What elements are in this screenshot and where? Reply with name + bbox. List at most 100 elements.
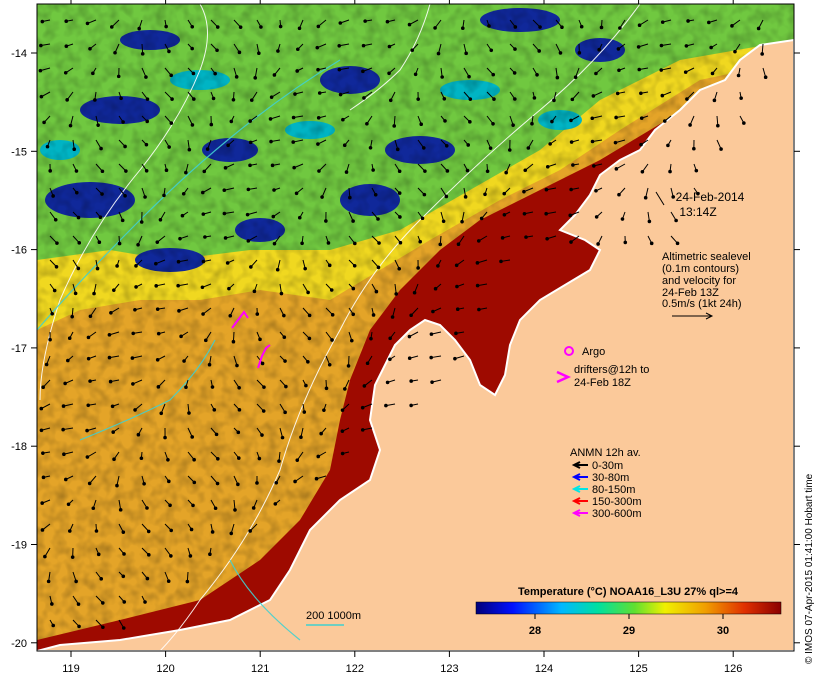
velocity-arrow-head [385, 19, 390, 24]
velocity-arrow-head [376, 265, 381, 270]
velocity-arrow-head [307, 336, 312, 341]
velocity-arrow-head [316, 67, 320, 72]
velocity-arrow-head [99, 577, 104, 581]
velocity-arrow-head [368, 145, 373, 150]
velocity-arrow-head [453, 356, 457, 361]
velocity-arrow-head [571, 163, 575, 167]
velocity-arrow-head [201, 212, 206, 216]
velocity-arrow-head [668, 169, 672, 174]
velocity-arrow-head [253, 76, 258, 80]
velocity-arrow-head [623, 240, 628, 245]
velocity-arrow-head [532, 96, 537, 100]
velocity-arrow-head [122, 552, 126, 556]
velocity-arrow-head [340, 451, 345, 456]
velocity-arrow-head [416, 97, 420, 101]
velocity-arrow-head [229, 119, 234, 124]
x-tick-label: 119 [62, 663, 80, 675]
velocity-arrow-head [39, 428, 44, 433]
y-tick-label: -20 [11, 638, 27, 650]
velocity-arrow-head [233, 508, 237, 512]
velocity-arrow-head [235, 363, 239, 368]
velocity-arrow-head [618, 26, 622, 30]
velocity-arrow-head [647, 219, 652, 224]
velocity-arrow-head [684, 44, 689, 48]
velocity-arrow-head [192, 457, 196, 462]
velocity-arrow-head [214, 432, 219, 437]
velocity-arrow-head [429, 332, 434, 336]
velocity-arrow-head [413, 72, 418, 77]
velocity-arrow-head [407, 22, 412, 27]
velocity-arrow-head [227, 286, 231, 291]
velocity-arrow-head [154, 261, 158, 266]
velocity-arrow-head [388, 357, 392, 362]
velocity-arrow-head [674, 218, 678, 223]
y-axis: -14 -15 -16 -17 -18 -19 -20 [11, 48, 800, 650]
velocity-arrow-head [483, 192, 487, 197]
velocity-arrow-head [167, 479, 171, 484]
velocity-arrow-head [526, 146, 531, 150]
velocity-arrow-head [213, 506, 218, 511]
velocity-arrow-head [507, 148, 512, 152]
velocity-arrow-head [272, 73, 277, 77]
velocity-arrow-head [39, 43, 43, 48]
velocity-arrow-head [548, 142, 552, 146]
velocity-arrow-head [410, 48, 415, 53]
velocity-arrow-head [340, 408, 345, 412]
velocity-arrow-head [85, 21, 90, 26]
velocity-arrow-head [742, 121, 746, 125]
y-tick-label: -17 [11, 343, 27, 355]
velocity-arrow-head [176, 259, 181, 264]
x-tick-label: 125 [629, 663, 647, 675]
velocity-arrow-head [499, 259, 503, 264]
velocity-arrow-head [317, 91, 322, 95]
altimetry-line-3: and velocity for [662, 275, 736, 287]
x-axis: 119 120 121 122 123 124 125 126 [62, 0, 742, 675]
velocity-arrow-head [537, 49, 541, 53]
velocity-arrow-head [643, 195, 648, 200]
velocity-arrow-head [154, 284, 159, 288]
velocity-arrow-head [115, 483, 119, 488]
velocity-arrow-head [688, 123, 692, 127]
velocity-arrow-head [292, 165, 296, 170]
velocity-arrow-head [268, 117, 273, 121]
drifter-icon [556, 370, 572, 384]
velocity-arrow-head [167, 145, 171, 149]
velocity-arrow-head [283, 410, 287, 415]
velocity-arrow-head [283, 359, 287, 363]
velocity-arrow-head [342, 143, 347, 148]
velocity-arrow-head [223, 166, 228, 170]
velocity-arrow-head [116, 74, 121, 79]
velocity-arrow-head [392, 124, 397, 128]
velocity-arrow-head [733, 49, 737, 54]
anmn-title: ANMN 12h av. [570, 447, 641, 459]
velocity-arrow-head [385, 380, 390, 385]
velocity-arrow-head [660, 20, 665, 24]
velocity-arrow-head [163, 435, 167, 440]
velocity-arrow-head [418, 239, 422, 244]
velocity-arrow-head [121, 120, 125, 124]
velocity-arrow-head [262, 385, 266, 389]
velocity-arrow-head [226, 143, 230, 148]
velocity-arrow-head [317, 169, 321, 173]
velocity-arrow-head [394, 292, 398, 296]
y-tick-label: -16 [11, 245, 27, 257]
velocity-arrow-head [444, 194, 449, 199]
velocity-arrow-head [330, 338, 334, 342]
velocity-arrow-head [343, 387, 347, 391]
velocity-arrow-head [293, 92, 297, 96]
velocity-arrow-head [349, 338, 354, 343]
velocity-arrow-head [398, 240, 403, 245]
velocity-arrow-head [535, 72, 539, 77]
velocity-arrow-head [66, 502, 71, 507]
velocity-arrow-head [258, 337, 262, 342]
velocity-arrow-head [351, 219, 355, 223]
velocity-arrow-head [112, 457, 116, 462]
velocity-arrow-head [131, 331, 136, 336]
velocity-arrow-head [730, 24, 734, 28]
velocity-arrow-head [133, 307, 137, 312]
velocity-arrow-head [388, 336, 392, 341]
velocity-arrow-head [52, 288, 57, 293]
velocity-arrow-head [143, 195, 147, 199]
velocity-arrow-head [320, 195, 324, 199]
altimetry-line-1: Altimetric sealevel [662, 251, 751, 263]
